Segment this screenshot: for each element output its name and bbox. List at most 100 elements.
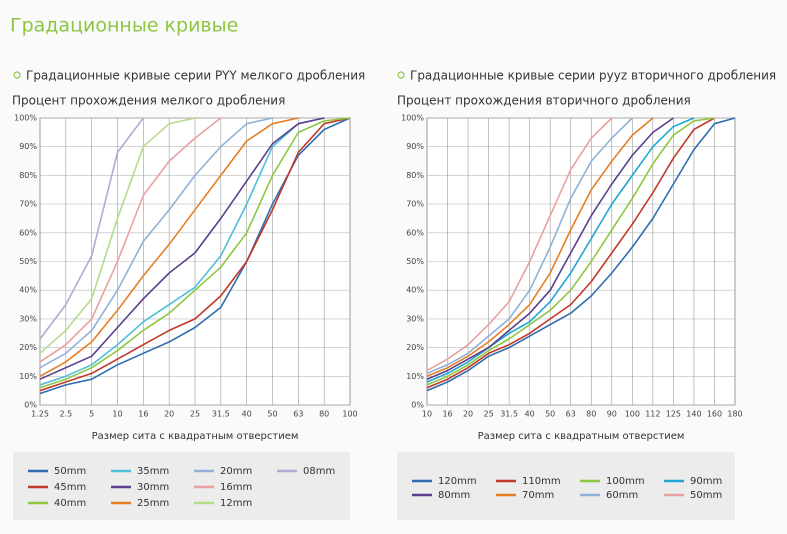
x-tick-label: 25 <box>484 410 494 419</box>
legend-label: 20mm <box>220 466 252 477</box>
legend-label: 25mm <box>137 498 169 509</box>
y-tick-label: 100% <box>14 114 37 123</box>
legend-label: 40mm <box>54 498 86 509</box>
x-tick-label: 112 <box>645 410 660 419</box>
x-tick-label: 100 <box>625 410 640 419</box>
legend-label: 30mm <box>137 482 169 493</box>
series-line <box>39 117 299 377</box>
panel-title: Градационные кривые серии PYY мелкого др… <box>26 69 365 83</box>
x-tick-label: 140 <box>686 410 701 419</box>
legend-label: 80mm <box>438 490 470 501</box>
x-axis-title: Размер сита с квадратным отверстием <box>478 431 685 442</box>
x-tick-label: 80 <box>319 410 329 419</box>
y-tick-label: 30% <box>19 314 37 323</box>
legend-label: 45mm <box>54 482 86 493</box>
legend-label: 08mm <box>303 466 335 477</box>
y-tick-label: 50% <box>19 257 37 266</box>
legend-label: 60mm <box>606 490 638 501</box>
x-tick-label: 40 <box>242 410 252 419</box>
legend-label: 16mm <box>220 482 252 493</box>
series-line <box>426 117 695 383</box>
x-tick-label: 125 <box>666 410 681 419</box>
series-line <box>39 117 325 380</box>
x-tick-label: 10 <box>422 410 432 419</box>
x-tick-label: 50 <box>267 410 277 419</box>
y-tick-label: 10% <box>19 372 37 381</box>
y-tick-label: 60% <box>406 228 424 237</box>
series-line <box>426 117 613 372</box>
x-tick-label: 31.5 <box>212 410 230 419</box>
series-line <box>426 117 674 380</box>
legend-label: 90mm <box>690 476 722 487</box>
y-tick-label: 20% <box>19 343 37 352</box>
x-tick-label: 16 <box>138 410 148 419</box>
y-tick-label: 70% <box>19 200 37 209</box>
page-title: Градационные кривые <box>10 15 238 37</box>
y-tick-label: 90% <box>406 142 424 151</box>
x-tick-label: 2.5 <box>59 410 72 419</box>
x-tick-label: 20 <box>164 410 174 419</box>
bullet <box>13 71 21 79</box>
y-tick-label: 80% <box>406 171 424 180</box>
series-line <box>39 117 144 340</box>
x-tick-label: 25 <box>190 410 200 419</box>
series-line <box>426 117 715 389</box>
x-tick-label: 90 <box>607 410 617 419</box>
series-line <box>39 117 325 386</box>
legend-box <box>13 452 350 520</box>
bullet <box>397 71 405 79</box>
y-tick-label: 40% <box>406 286 424 295</box>
x-tick-label: 63 <box>566 410 576 419</box>
y-tick-label: 10% <box>406 372 424 381</box>
x-tick-label: 180 <box>727 410 742 419</box>
y-tick-label: 40% <box>19 286 37 295</box>
legend-label: 35mm <box>137 466 169 477</box>
y-tick-label: 80% <box>19 171 37 180</box>
x-tick-label: 63 <box>293 410 303 419</box>
y-axis-title: Процент прохождения вторичного дробления <box>397 94 691 108</box>
x-tick-label: 20 <box>463 410 473 419</box>
legend-label: 110mm <box>522 476 561 487</box>
series-line <box>39 117 351 389</box>
legend-box <box>397 452 735 520</box>
legend-label: 50mm <box>690 490 722 501</box>
series-line <box>39 117 273 369</box>
legend-label: 100mm <box>606 476 645 487</box>
x-axis-title: Размер сита с квадратным отверстием <box>92 431 299 442</box>
legend-label: 120mm <box>438 476 477 487</box>
x-tick-label: 1.25 <box>31 410 49 419</box>
series-line <box>39 117 196 354</box>
y-tick-label: 70% <box>406 200 424 209</box>
y-tick-label: 20% <box>406 343 424 352</box>
y-axis-title: Процент прохождения мелкого дробления <box>12 94 285 108</box>
y-tick-label: 0% <box>411 401 424 410</box>
x-tick-label: 80 <box>586 410 596 419</box>
y-tick-label: 60% <box>19 228 37 237</box>
series-line <box>39 117 351 395</box>
series-line <box>426 117 633 375</box>
x-tick-label: 100 <box>342 410 357 419</box>
panel-title: Градационные кривые серии pyyz вторичног… <box>410 69 776 83</box>
series-line <box>426 117 736 392</box>
x-tick-label: 50 <box>545 410 555 419</box>
x-tick-label: 10 <box>112 410 122 419</box>
x-tick-label: 5 <box>89 410 94 419</box>
x-tick-label: 31.5 <box>500 410 518 419</box>
series-line <box>39 117 351 392</box>
legend-label: 70mm <box>522 490 554 501</box>
legend-label: 12mm <box>220 498 252 509</box>
series-line <box>426 117 715 386</box>
series-line <box>426 117 654 378</box>
y-tick-label: 50% <box>406 257 424 266</box>
y-tick-label: 90% <box>19 142 37 151</box>
y-tick-label: 30% <box>406 314 424 323</box>
x-tick-label: 40 <box>525 410 535 419</box>
legend-label: 50mm <box>54 466 86 477</box>
x-tick-label: 160 <box>707 410 722 419</box>
x-tick-label: 16 <box>442 410 452 419</box>
y-tick-label: 100% <box>401 114 424 123</box>
y-tick-label: 0% <box>24 401 37 410</box>
series-line <box>39 117 222 363</box>
